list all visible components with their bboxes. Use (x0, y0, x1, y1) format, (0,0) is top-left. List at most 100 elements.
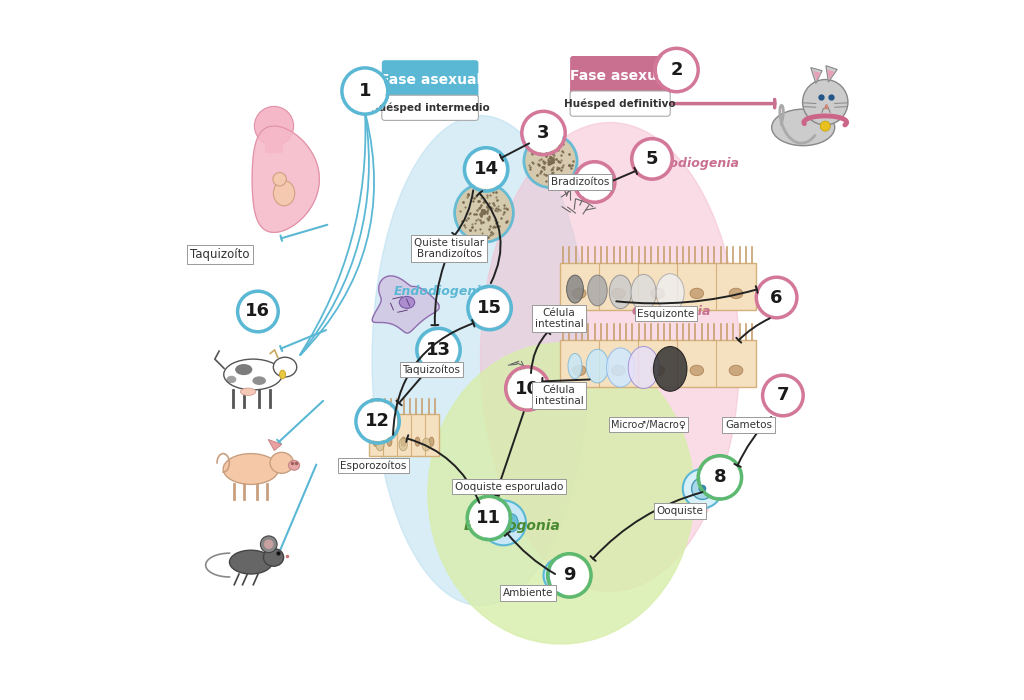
Text: 6: 6 (770, 288, 783, 307)
Ellipse shape (428, 343, 694, 644)
Ellipse shape (690, 365, 703, 376)
Text: Quiste tisular
Brandizoítos: Quiste tisular Brandizoítos (414, 238, 484, 259)
Ellipse shape (280, 370, 286, 379)
Circle shape (683, 469, 722, 508)
Polygon shape (372, 276, 439, 333)
Ellipse shape (270, 452, 294, 473)
Text: Endodiogenia: Endodiogenia (643, 157, 739, 169)
Ellipse shape (399, 297, 415, 308)
Ellipse shape (524, 134, 578, 188)
Text: Huésped intermedio: Huésped intermedio (371, 103, 489, 113)
Text: 14: 14 (473, 160, 499, 178)
Ellipse shape (226, 376, 237, 383)
Text: Célula
intestinal: Célula intestinal (535, 308, 584, 329)
Ellipse shape (564, 568, 574, 582)
Circle shape (508, 369, 547, 408)
Ellipse shape (572, 288, 586, 299)
Text: 1: 1 (358, 82, 372, 100)
Ellipse shape (372, 116, 589, 606)
Polygon shape (826, 66, 838, 82)
Circle shape (469, 498, 509, 538)
Ellipse shape (429, 437, 434, 447)
Circle shape (698, 484, 707, 493)
FancyBboxPatch shape (559, 262, 756, 310)
Circle shape (467, 150, 506, 189)
Ellipse shape (373, 437, 378, 447)
Circle shape (700, 458, 739, 497)
Circle shape (765, 377, 801, 414)
Ellipse shape (568, 354, 582, 379)
Text: Gametos: Gametos (725, 420, 772, 430)
Ellipse shape (229, 550, 272, 574)
Polygon shape (827, 69, 835, 80)
Circle shape (803, 80, 848, 125)
Circle shape (272, 172, 287, 186)
Text: Fase asexual: Fase asexual (569, 69, 671, 83)
Ellipse shape (609, 275, 632, 309)
Text: Endodiogenia: Endodiogenia (394, 286, 489, 298)
FancyBboxPatch shape (382, 95, 478, 120)
Ellipse shape (656, 274, 684, 312)
Ellipse shape (252, 377, 266, 385)
Text: Esporozoítos: Esporozoítos (340, 461, 407, 470)
Text: 12: 12 (366, 412, 390, 430)
Ellipse shape (566, 275, 584, 303)
Ellipse shape (572, 365, 586, 376)
Ellipse shape (653, 346, 687, 391)
Circle shape (544, 558, 579, 593)
Ellipse shape (455, 183, 513, 242)
Polygon shape (252, 126, 319, 232)
Circle shape (344, 70, 386, 112)
FancyBboxPatch shape (265, 127, 283, 153)
Ellipse shape (273, 181, 295, 206)
Ellipse shape (236, 364, 252, 375)
Ellipse shape (289, 461, 300, 470)
Text: Esquizonte: Esquizonte (637, 309, 694, 318)
Text: Micro♂/Macro♀: Micro♂/Macro♀ (611, 420, 686, 430)
Text: 13: 13 (426, 341, 451, 359)
Circle shape (577, 164, 612, 200)
Circle shape (657, 50, 696, 90)
Ellipse shape (415, 437, 420, 447)
Ellipse shape (729, 288, 742, 299)
Circle shape (550, 556, 589, 595)
Ellipse shape (480, 122, 739, 591)
Polygon shape (811, 68, 822, 83)
Text: 7: 7 (776, 386, 790, 405)
Ellipse shape (422, 438, 430, 451)
Circle shape (759, 279, 795, 316)
Text: 11: 11 (476, 509, 502, 527)
Ellipse shape (650, 365, 665, 376)
Ellipse shape (376, 438, 384, 451)
Text: 2: 2 (671, 61, 683, 79)
Circle shape (470, 288, 509, 328)
Ellipse shape (548, 568, 557, 582)
Circle shape (691, 478, 713, 499)
Circle shape (481, 500, 526, 545)
Text: Esporogonia: Esporogonia (464, 519, 560, 533)
Ellipse shape (273, 357, 297, 377)
Text: Ambiente: Ambiente (503, 588, 553, 598)
Text: Taquizoíto: Taquizoíto (190, 248, 250, 260)
Text: 9: 9 (563, 566, 575, 584)
Text: 3: 3 (538, 124, 550, 142)
Text: Bradizoítos: Bradizoítos (551, 177, 609, 187)
FancyBboxPatch shape (369, 414, 438, 456)
Text: Taquizoítos: Taquizoítos (402, 364, 461, 375)
Ellipse shape (506, 514, 518, 532)
Ellipse shape (588, 275, 607, 306)
Circle shape (240, 293, 276, 330)
Polygon shape (268, 440, 282, 451)
Text: 10: 10 (515, 379, 540, 398)
Text: 8: 8 (714, 468, 726, 486)
Text: 4: 4 (589, 173, 601, 191)
Text: Ooquiste: Ooquiste (656, 506, 703, 516)
Text: Ooquiste esporulado: Ooquiste esporulado (455, 482, 563, 491)
Circle shape (634, 141, 670, 177)
Circle shape (254, 106, 294, 146)
Ellipse shape (628, 346, 659, 389)
Text: Huésped definitivo: Huésped definitivo (564, 99, 676, 109)
Ellipse shape (401, 437, 406, 447)
Ellipse shape (387, 437, 392, 447)
Ellipse shape (241, 388, 256, 395)
